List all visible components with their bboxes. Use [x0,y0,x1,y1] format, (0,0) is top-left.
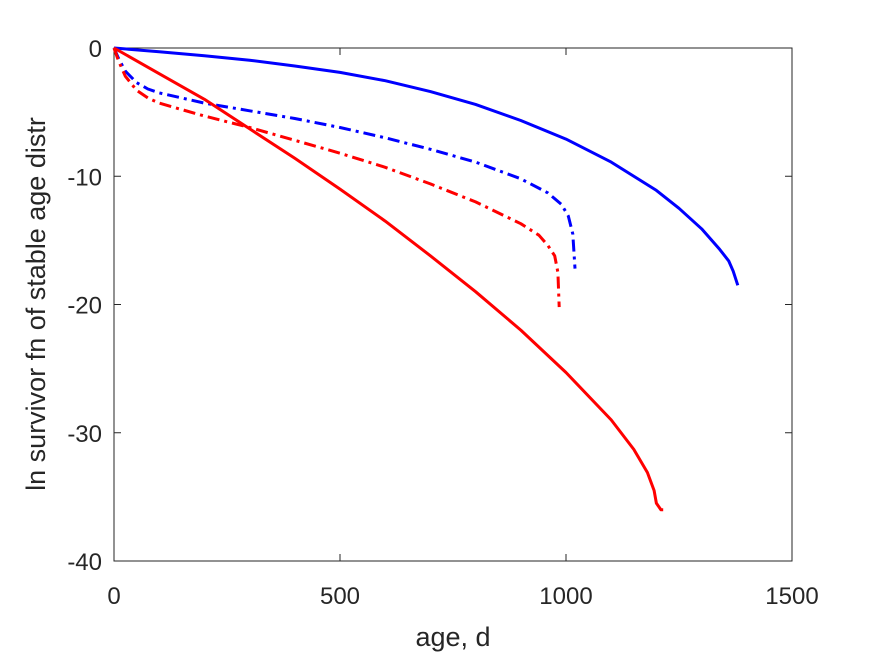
tick-marks [113,47,793,562]
series-line-1 [113,46,740,286]
x-tick-label: 1000 [539,583,592,610]
y-tick-label: -30 [67,421,102,448]
series-line-3 [112,47,561,308]
tick-labels: 0 500 1000 1500 0 -10 -20 -30 -40 [67,36,818,610]
series-line-4 [113,46,664,512]
y-tick-label: 0 [89,36,102,63]
x-axis-label: age, d [415,622,490,652]
x-tick-label: 0 [107,583,120,610]
y-axis-label: ln survivor fn of stable age distr [21,117,51,491]
series-lines [112,46,740,512]
x-tick-label: 1500 [765,583,818,610]
y-tick-label: -10 [67,164,102,191]
series-line-2 [112,47,577,269]
y-tick-label: -20 [67,293,102,320]
y-tick-label: -40 [67,549,102,576]
plot-area [113,47,793,562]
x-tick-label: 500 [320,583,360,610]
